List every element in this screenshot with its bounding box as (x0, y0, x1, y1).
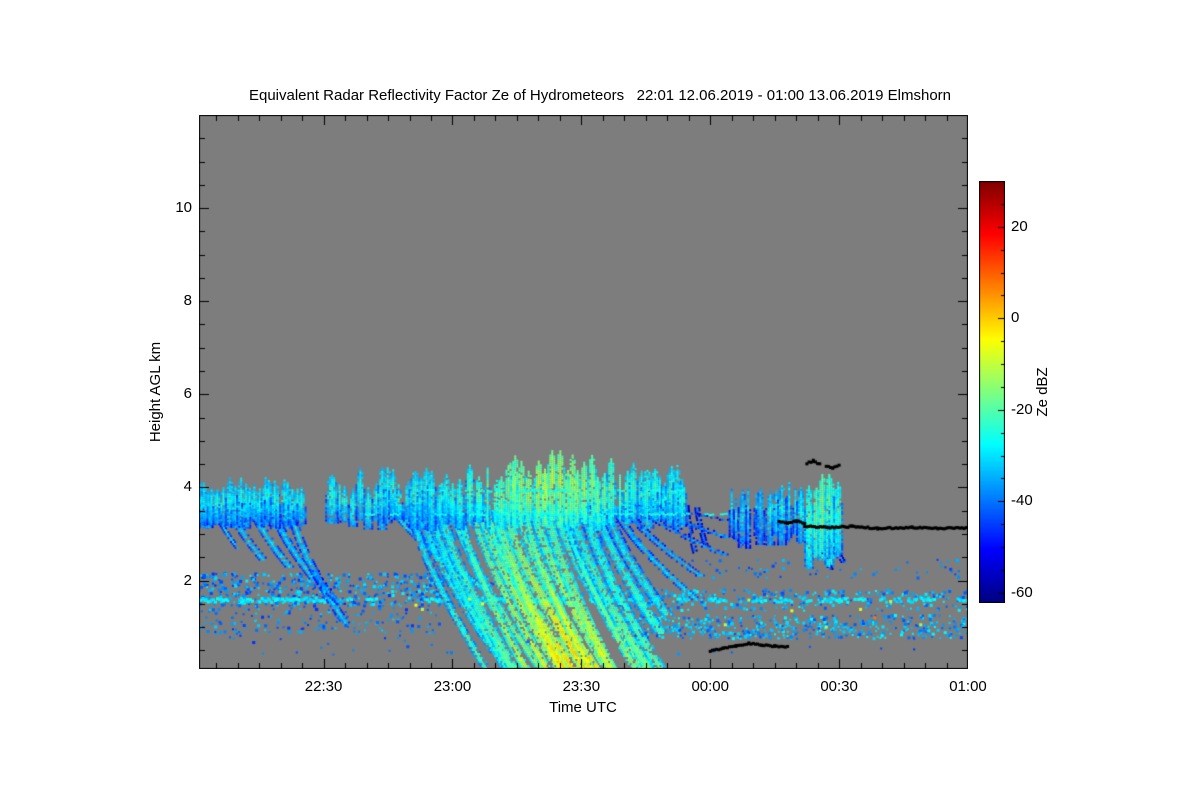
colorbar-tick-label: -40 (1011, 492, 1033, 509)
radar-heatmap-canvas (199, 115, 968, 669)
y-tick-label: 4 (183, 478, 192, 496)
y-tick-label: 6 (183, 385, 192, 403)
y-tick-label: 2 (183, 571, 192, 589)
colorbar-tick-label: 20 (1011, 218, 1028, 235)
colorbar-title: Ze dBZ (1034, 367, 1051, 417)
y-tick-label: 10 (175, 199, 192, 217)
x-axis-title: Time UTC (549, 699, 617, 716)
x-tick-label: 00:30 (820, 678, 858, 695)
x-tick-label: 00:00 (691, 678, 729, 695)
x-tick-label: 23:30 (562, 678, 601, 695)
colorbar-tick-label: 0 (1011, 309, 1020, 326)
y-tick-label: 8 (183, 292, 192, 310)
colorbar-tick-label: -20 (1011, 401, 1033, 418)
x-tick-label: 23:00 (433, 678, 472, 695)
plot-title: Equivalent Radar Reflectivity Factor Ze … (248, 87, 952, 104)
colorbar-canvas (979, 181, 1005, 603)
x-tick-label: 22:30 (304, 678, 343, 695)
x-tick-label: 01:00 (949, 678, 987, 695)
colorbar-tick-label: -60 (1011, 584, 1033, 601)
